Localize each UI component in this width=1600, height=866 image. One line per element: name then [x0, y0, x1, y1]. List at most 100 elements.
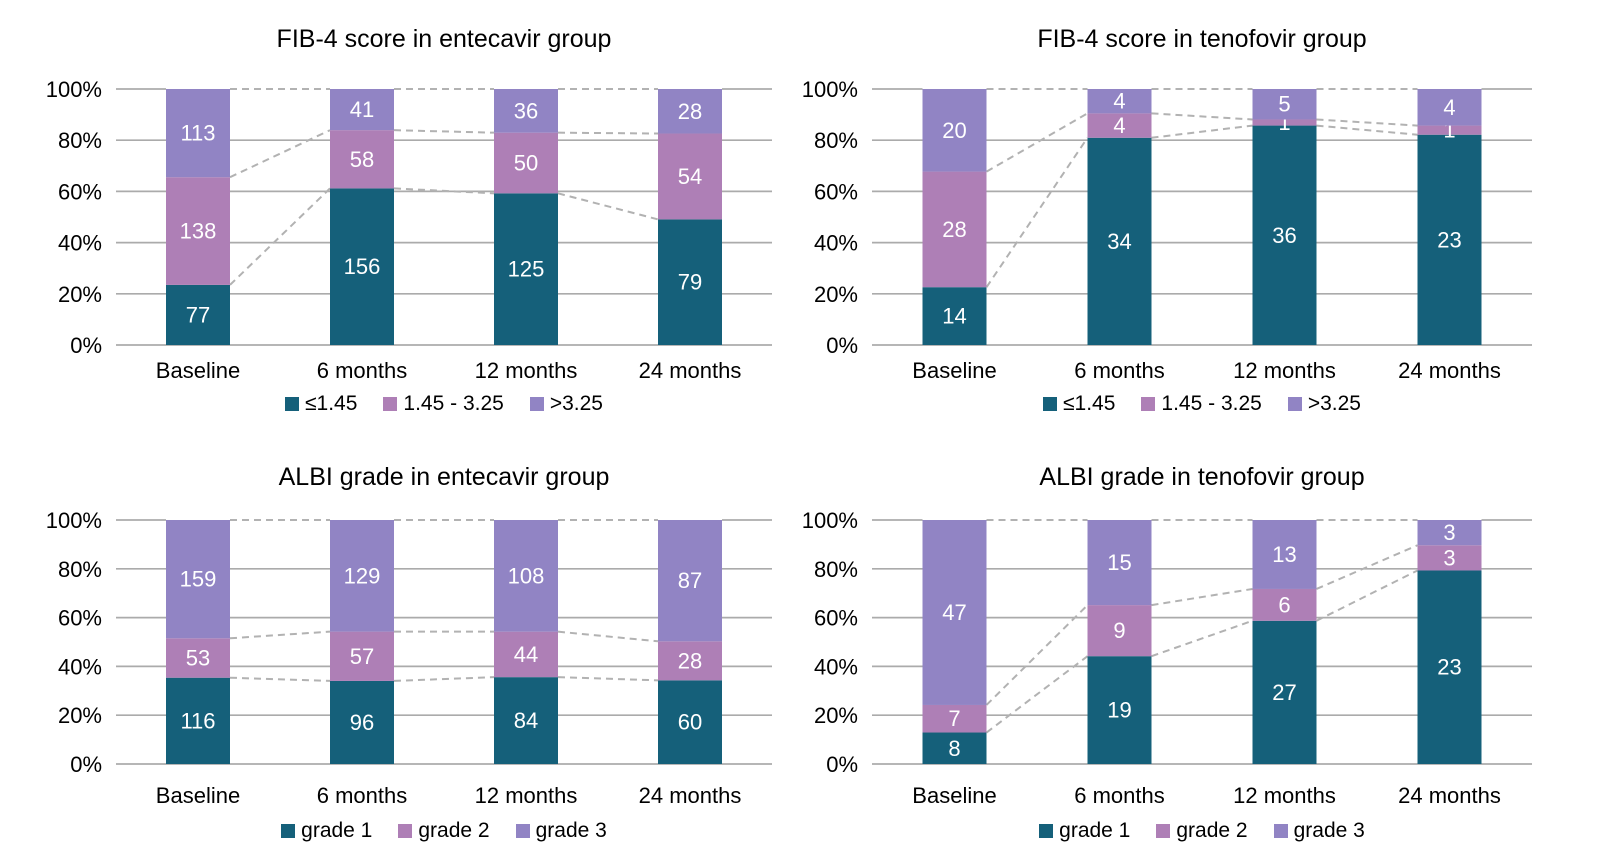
- connector-line: [986, 112, 1088, 173]
- bar-segment: [658, 133, 722, 220]
- bar-segment: [330, 520, 394, 632]
- y-axis-tick-label: 80%: [58, 557, 102, 582]
- y-axis-tick-label: 40%: [58, 654, 102, 679]
- x-axis-category-label: 12 months: [1233, 783, 1336, 808]
- bar-segment: [1252, 620, 1317, 764]
- y-axis-tick-label: 100%: [46, 508, 102, 533]
- legend-label: grade 2: [418, 819, 490, 842]
- connector-line: [1316, 569, 1418, 622]
- bar-segment: [1417, 125, 1482, 135]
- legend-swatch: [281, 824, 296, 838]
- bar-value-label: 19: [1107, 698, 1131, 723]
- bar-value-label: 113: [180, 121, 215, 146]
- legend-item: >3.25: [529, 392, 603, 416]
- bar-value-label: 41: [350, 97, 374, 122]
- x-axis-category-label: 24 months: [1398, 358, 1501, 383]
- legend-item: grade 3: [515, 819, 607, 843]
- x-axis-category-label: 24 months: [639, 783, 742, 808]
- x-axis-category-label: 6 months: [1074, 783, 1165, 808]
- bar-value-label: 28: [678, 99, 702, 124]
- x-axis-category-label: 24 months: [1398, 783, 1501, 808]
- bar-value-label: 3: [1443, 520, 1455, 545]
- bar-segment: [330, 130, 394, 189]
- chart-canvas: 0% 20% 40% 60% 80% 100% 8 7 47 Baseline 19 9 15 6 mon…: [802, 508, 1532, 808]
- connector-line: [393, 676, 495, 682]
- bar-segment: [494, 89, 558, 133]
- legend-label: grade 3: [535, 819, 607, 842]
- legend-swatch: [1141, 397, 1156, 411]
- bar-value-label: 3: [1443, 545, 1455, 570]
- legend-swatch: [1156, 824, 1171, 838]
- y-axis-tick-label: 100%: [802, 508, 858, 533]
- bar-segment: [166, 520, 230, 639]
- connector-line: [557, 131, 659, 135]
- bar-value-label: 23: [1437, 655, 1461, 680]
- bar-segment: [1417, 520, 1482, 546]
- bar-value-label: 60: [678, 710, 702, 735]
- bar-value-label: 36: [514, 98, 538, 123]
- bar-segment: [1417, 89, 1482, 126]
- connector-line: [985, 604, 1089, 706]
- legend-item: ≤1.45: [1043, 392, 1115, 416]
- chart-albi-entecavir: 0% 20% 40% 60% 80% 100% 116 53 159 Baseline 96 57 12…: [0, 433, 800, 866]
- x-axis-category-label: 6 months: [317, 358, 408, 383]
- bar-segment: [1417, 570, 1482, 764]
- connector-line: [557, 676, 659, 682]
- connector-line: [557, 630, 659, 643]
- bar-value-label: 4: [1113, 113, 1125, 138]
- legend-swatch: [383, 397, 398, 411]
- bar-value-label: 108: [508, 563, 545, 588]
- legend-label: 1.45 - 3.25: [1161, 392, 1262, 415]
- legend-label: >3.25: [1307, 392, 1361, 415]
- x-axis-category-label: 6 months: [317, 783, 408, 808]
- bar-value-label: 28: [678, 648, 702, 673]
- y-axis-tick-label: 40%: [814, 231, 858, 256]
- x-axis-category-label: 6 months: [1074, 358, 1165, 383]
- legend-label: grade 1: [301, 819, 373, 842]
- chart-fib4-tenofovir: 0% 20% 40% 60% 80% 100% 14 28 20 Baseline 34 4 4 6 mo…: [800, 0, 1600, 433]
- chart-title: ALBI grade in tenofovir group: [1039, 463, 1365, 491]
- bar-value-label: 58: [350, 147, 374, 172]
- legend-item: grade 1: [281, 819, 372, 843]
- bar-value-label: 9: [1113, 618, 1125, 643]
- chart-title: FIB-4 score in entecavir group: [276, 25, 612, 53]
- y-axis-tick-label: 80%: [814, 557, 858, 582]
- bar-value-label: 27: [1272, 680, 1296, 705]
- bar-value-label: 15: [1107, 550, 1131, 575]
- bar-segment: [494, 677, 558, 764]
- connector-line: [985, 655, 1089, 734]
- y-axis-tick-label: 0%: [70, 333, 102, 358]
- y-axis-tick-label: 40%: [58, 231, 102, 256]
- legend-item: 1.45 - 3.25: [1141, 392, 1262, 416]
- y-axis-tick-label: 60%: [58, 179, 102, 204]
- bar-segment: [922, 171, 987, 288]
- bar-segment: [330, 89, 394, 131]
- bar-segment: [658, 89, 722, 134]
- y-axis-tick-label: 20%: [58, 703, 102, 728]
- bar-value-label: 4: [1113, 89, 1125, 114]
- bar-value-label: 8: [948, 736, 960, 761]
- bar-value-label: 28: [942, 217, 966, 242]
- bar-segment: [1417, 545, 1482, 571]
- connector-line: [229, 676, 331, 682]
- legend-swatch: [529, 397, 544, 411]
- bar-segment: [1252, 119, 1317, 126]
- chart-title: FIB-4 score in tenofovir group: [1037, 25, 1367, 53]
- legend-swatch: [1043, 397, 1058, 411]
- bar-segment: [166, 677, 230, 764]
- chart-legend: grade 1 grade 2 grade 3: [116, 819, 772, 843]
- y-axis-tick-label: 100%: [46, 77, 102, 102]
- connector-line: [229, 630, 331, 640]
- bar-segment: [1252, 125, 1317, 345]
- x-axis-category-label: 12 months: [1233, 358, 1336, 383]
- bar-value-label: 36: [1272, 223, 1296, 248]
- y-axis-tick-label: 20%: [814, 282, 858, 307]
- x-axis-category-label: 12 months: [475, 783, 578, 808]
- legend-label: ≤1.45: [305, 392, 358, 415]
- y-axis-tick-label: 20%: [814, 703, 858, 728]
- connector-line: [393, 187, 495, 195]
- bar-value-label: 44: [514, 642, 538, 667]
- bar-value-label: 5: [1278, 92, 1290, 117]
- bar-segment: [494, 520, 558, 632]
